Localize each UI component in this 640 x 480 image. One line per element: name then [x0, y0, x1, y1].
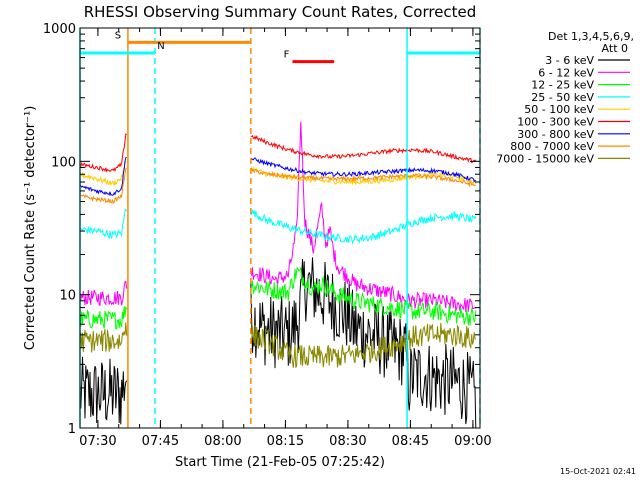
- y-tick-label: 10: [59, 289, 76, 304]
- x-tick-label: 08:15: [267, 434, 304, 449]
- footer-timestamp: 15-Oct-2021 02:41: [560, 467, 636, 476]
- interval-marker-label: F: [284, 50, 290, 61]
- y-tick-label: 1: [68, 422, 76, 437]
- series-line: [80, 305, 128, 330]
- legend-label: 7000 - 15000 keV: [496, 152, 594, 165]
- legend-label: 300 - 800 keV: [517, 128, 594, 141]
- axis-layer: 07:30 07:45 08:00 08:15 08:30 08:45 09:00 1 10 10…: [43, 22, 492, 449]
- legend-label: 12 - 25 keV: [531, 79, 594, 92]
- series-line: [80, 167, 128, 204]
- legend-header-line: Det 1,3,4,5,6,9,: [548, 30, 634, 43]
- chart-title: RHESSI Observing Summary Count Rates, Co…: [84, 3, 477, 21]
- legend-label: 50 - 100 keV: [524, 103, 594, 116]
- legend-label: 800 - 7000 keV: [510, 140, 594, 153]
- series-line: [250, 134, 477, 164]
- legend-label: 3 - 6 keV: [545, 54, 594, 67]
- y-tick-label: 100: [51, 155, 76, 170]
- series-line: [80, 322, 128, 353]
- interval-marker-label: N: [157, 41, 164, 52]
- series-line: [250, 157, 477, 183]
- series-line: [80, 281, 128, 307]
- series-line: [80, 208, 128, 240]
- series-line: [80, 161, 127, 186]
- plot-frame: [79, 27, 481, 429]
- series-line: [250, 322, 476, 368]
- y-axis-label: Corrected Count Rate (s⁻¹ detector⁻¹): [23, 106, 38, 351]
- series-line: [250, 209, 477, 245]
- x-tick-label: 08:30: [329, 434, 366, 449]
- x-tick-label: 08:00: [204, 434, 241, 449]
- y-tick-label: 1000: [43, 22, 76, 37]
- series-line: [250, 167, 476, 188]
- series-line: [80, 156, 127, 196]
- x-tick-label: 07:45: [142, 434, 179, 449]
- series-line: [250, 266, 477, 326]
- series-line: [80, 356, 128, 425]
- x-tick-label: 07:30: [79, 434, 116, 449]
- legend-label: 100 - 300 keV: [517, 116, 594, 129]
- x-tick-label: 08:45: [392, 434, 429, 449]
- interval-marker-label: S: [115, 30, 121, 41]
- data-layer: [80, 121, 477, 428]
- series-line: [250, 257, 477, 428]
- series-line: [80, 133, 127, 173]
- legend-header-line: Att 0: [602, 42, 628, 55]
- legend-label: 25 - 50 keV: [531, 91, 594, 104]
- x-axis-label: Start Time (21-Feb-05 07:25:42): [175, 455, 385, 470]
- x-tick-label: 09:00: [454, 434, 491, 449]
- legend-label: 6 - 12 keV: [538, 66, 594, 79]
- series-line: [250, 121, 477, 313]
